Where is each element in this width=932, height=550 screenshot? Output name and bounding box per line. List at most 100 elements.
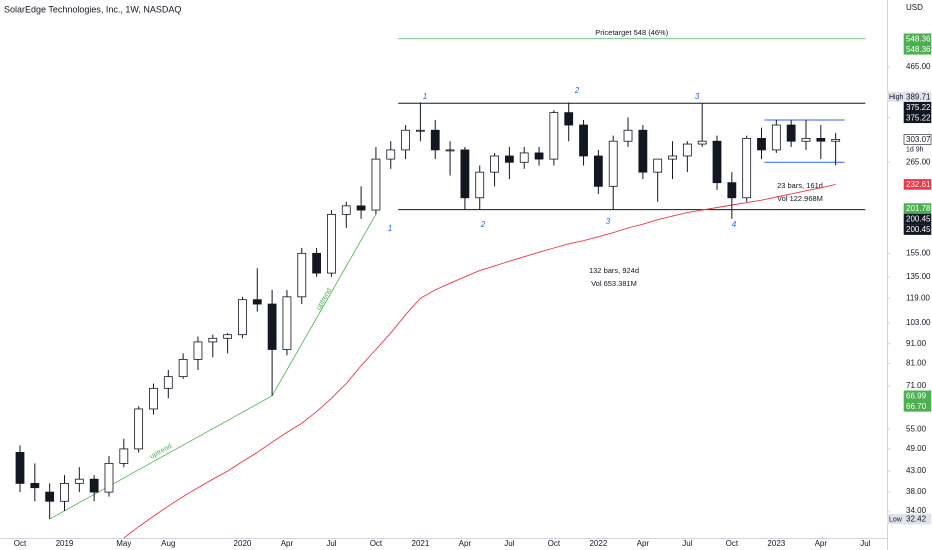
x-tick-label: May — [116, 539, 131, 548]
price-badge-label: 375.22 — [906, 103, 931, 112]
candle-body — [252, 299, 262, 305]
price-badge — [903, 390, 932, 402]
x-tick-label: 2020 — [234, 539, 252, 548]
candle-body — [208, 337, 218, 343]
candle-body — [356, 205, 366, 211]
price-badge — [903, 401, 932, 412]
price-badge-label: 389.71 — [906, 92, 931, 101]
y-tick-label: 265.00 — [906, 157, 931, 166]
price-badge-label: 548.36 — [906, 45, 931, 54]
price-badge-label: 548.36 — [906, 34, 931, 43]
candle-body — [623, 129, 633, 142]
y-tick-label: 91.00 — [906, 339, 927, 348]
x-tick-label: Apr — [815, 539, 828, 548]
badge-tag-bg — [887, 514, 904, 525]
x-tick-label: Apr — [281, 539, 294, 548]
candle-body — [15, 452, 25, 484]
candle-body — [430, 129, 440, 151]
candle-body — [608, 140, 618, 187]
y-tick-label: 465.00 — [906, 62, 931, 71]
y-tick-label: 155.00 — [906, 248, 931, 257]
wave-label: 4 — [732, 220, 737, 229]
candle-body — [519, 152, 529, 163]
candle-body — [490, 155, 499, 173]
candle-body — [757, 137, 766, 151]
y-tick-label: 103.00 — [906, 318, 931, 327]
candle-body — [371, 158, 381, 211]
y-tick-label: 43.00 — [906, 466, 927, 475]
candle-body — [297, 252, 307, 298]
price-badge — [903, 134, 932, 145]
candle-body — [668, 155, 677, 160]
x-tick-label: Oct — [726, 539, 739, 548]
candle-body — [30, 482, 40, 489]
candle-body — [816, 137, 826, 142]
candle-body — [312, 252, 322, 274]
candle-body — [193, 341, 203, 360]
badge-tag: High — [889, 94, 904, 101]
price-badge — [903, 101, 932, 113]
candle-body — [653, 158, 663, 173]
countdown: 1d 9h — [906, 146, 924, 153]
badge-tag: Low — [889, 516, 903, 523]
candle-body — [712, 140, 722, 184]
x-tick-label: Jul — [682, 539, 692, 548]
x-tick-label: Jul — [860, 539, 870, 548]
wave-label: 3 — [695, 92, 700, 101]
candle-body — [119, 448, 129, 464]
candle-body — [267, 303, 277, 350]
candle-body — [45, 491, 55, 502]
candle-body — [831, 139, 841, 142]
x-tick-label: Apr — [459, 539, 472, 548]
wave-label: 2 — [480, 220, 486, 229]
candle-body — [89, 478, 99, 493]
x-tick-label: Jul — [504, 539, 514, 548]
badge-tag-bg — [887, 91, 904, 102]
y-tick-label: 34.00 — [906, 506, 927, 515]
wave-label: 3 — [606, 217, 611, 226]
candle-body — [178, 359, 188, 378]
x-tick-label: Oct — [14, 539, 27, 548]
candle-body — [475, 171, 485, 199]
measure-range: 23 bars, 161d — [777, 181, 823, 190]
candle-body — [282, 296, 292, 350]
price-badge-label: 66.99 — [906, 391, 927, 400]
wave-label: 1 — [388, 224, 392, 233]
y-tick-label: 55.00 — [906, 424, 927, 433]
candle-body — [223, 334, 233, 339]
candle-body — [327, 213, 336, 274]
level-label: Pricetarget 548 (46%) — [595, 28, 668, 37]
candle-body — [149, 387, 158, 410]
candle-body — [104, 462, 114, 493]
chart-title: SolarEdge Technologies, Inc., 1W, NASDAQ — [4, 4, 181, 14]
price-badge-label: 232.61 — [906, 180, 931, 189]
x-tick-label: 2022 — [589, 539, 607, 548]
price-badge — [903, 203, 932, 214]
candle-body — [742, 137, 752, 199]
price-badge — [903, 33, 932, 45]
x-tick-label: Oct — [548, 539, 561, 548]
candle-body — [416, 129, 425, 132]
measure-volume: Vol 122.968M — [777, 194, 823, 203]
price-badge-label: 303.07 — [906, 135, 931, 144]
x-tick-label: 2019 — [56, 539, 74, 548]
price-badge — [903, 112, 932, 124]
candle-body — [682, 143, 692, 157]
candle-body — [74, 478, 84, 484]
candle-body — [504, 155, 514, 163]
price-badge-label: 66.70 — [906, 402, 927, 411]
candle-body — [445, 149, 455, 152]
candle-body — [771, 124, 781, 151]
candle-body — [564, 112, 574, 126]
candle-body — [534, 152, 544, 160]
price-badge-label: 32.42 — [906, 515, 927, 524]
candle-body — [801, 137, 811, 142]
x-tick-label: Oct — [370, 539, 383, 548]
candle-body — [341, 205, 351, 215]
candle-body — [460, 149, 470, 199]
candle-body — [549, 112, 559, 160]
candle-body — [593, 155, 603, 187]
candle-body — [163, 376, 173, 389]
